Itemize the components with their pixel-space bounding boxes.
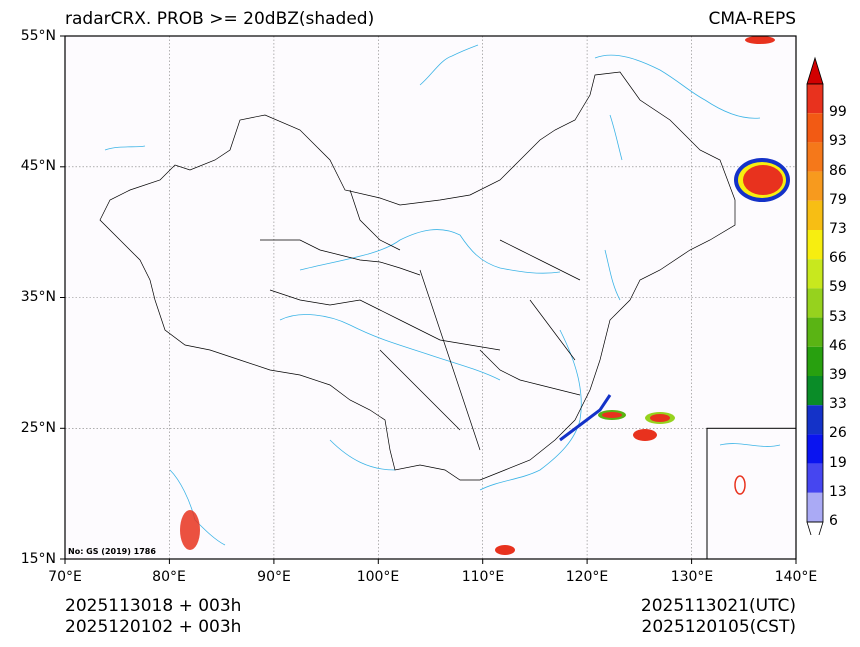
init-time-utc: 2025113018 + 003h (65, 596, 242, 616)
valid-time-utc: 2025113021(UTC) (640, 596, 796, 616)
colorbar-segment (807, 171, 823, 201)
lat-label-45: 45°N (20, 158, 56, 174)
colorbar-segment (807, 113, 823, 143)
colorbar-segment (807, 405, 823, 435)
colorbar-segment (807, 230, 823, 260)
colorbar-segment (807, 346, 823, 376)
model-name: CMA-REPS (708, 9, 796, 29)
colorbar-label: 86 (829, 162, 847, 179)
colorbar-segment (807, 434, 823, 464)
colorbar-segment (807, 376, 823, 406)
colorbar-segment (807, 259, 823, 289)
colorbar-top-arrow (806, 56, 824, 85)
lon-label-110: 110°E (461, 569, 505, 585)
lon-label-90: 90°E (257, 569, 291, 585)
colorbar-label: 59 (829, 279, 847, 296)
lon-label-120: 120°E (565, 569, 609, 585)
south-china-sea-inset (706, 427, 797, 560)
map-approval-stamp: No: GS (2019) 1786 (68, 547, 156, 556)
init-time-cst: 2025120102 + 003h (65, 617, 242, 637)
colorbar-label: 53 (829, 308, 847, 325)
colorbar-label: 19 (829, 454, 847, 471)
graticule (65, 36, 796, 559)
colorbar-label: 13 (829, 483, 847, 500)
colorbar-label: 93 (829, 133, 847, 150)
lat-label-25: 25°N (20, 420, 56, 436)
colorbar-segment (807, 84, 823, 114)
lon-label-70: 70°E (48, 569, 82, 585)
lon-label-100: 100°E (356, 569, 400, 585)
colorbar-label: 26 (829, 425, 847, 442)
valid-time-cst: 2025120105(CST) (641, 617, 796, 637)
rivers-coastlines (104, 44, 761, 546)
colorbar-segment (807, 463, 823, 493)
lat-label-55: 55°N (20, 28, 56, 44)
valid-time-block: 2025113021(UTC) 2025120105(CST) (641, 596, 796, 638)
colorbar-label: 33 (829, 396, 847, 413)
colorbar-segment (807, 288, 823, 318)
chart-title: radarCRX. PROB >= 20dBZ(shaded) (65, 9, 375, 29)
colorbar-label: 73 (829, 221, 847, 237)
lat-label-35: 35°N (20, 289, 56, 305)
colorbar-frame (806, 83, 824, 523)
colorbar-segment (807, 492, 823, 522)
colorbar-label: 39 (829, 367, 847, 383)
colorbar-segment (807, 317, 823, 347)
lon-label-140: 140°E (774, 569, 818, 585)
lon-label-130: 130°E (670, 569, 714, 585)
colorbar-label: 46 (829, 337, 847, 354)
borders (99, 71, 736, 481)
colorbar-label: 79 (829, 191, 847, 208)
colorbar (806, 56, 824, 535)
lon-label-80: 80°E (152, 569, 186, 585)
colorbar-segment (807, 142, 823, 172)
colorbar-label: 6 (829, 513, 838, 529)
colorbar-segment (807, 200, 823, 230)
colorbar-bottom-arrow (806, 521, 824, 535)
colorbar-label: 66 (829, 250, 847, 267)
init-time-block: 2025113018 + 003h 2025120102 + 003h (65, 596, 241, 638)
lat-label-15: 15°N (20, 551, 56, 567)
colorbar-label: 99 (829, 104, 847, 121)
